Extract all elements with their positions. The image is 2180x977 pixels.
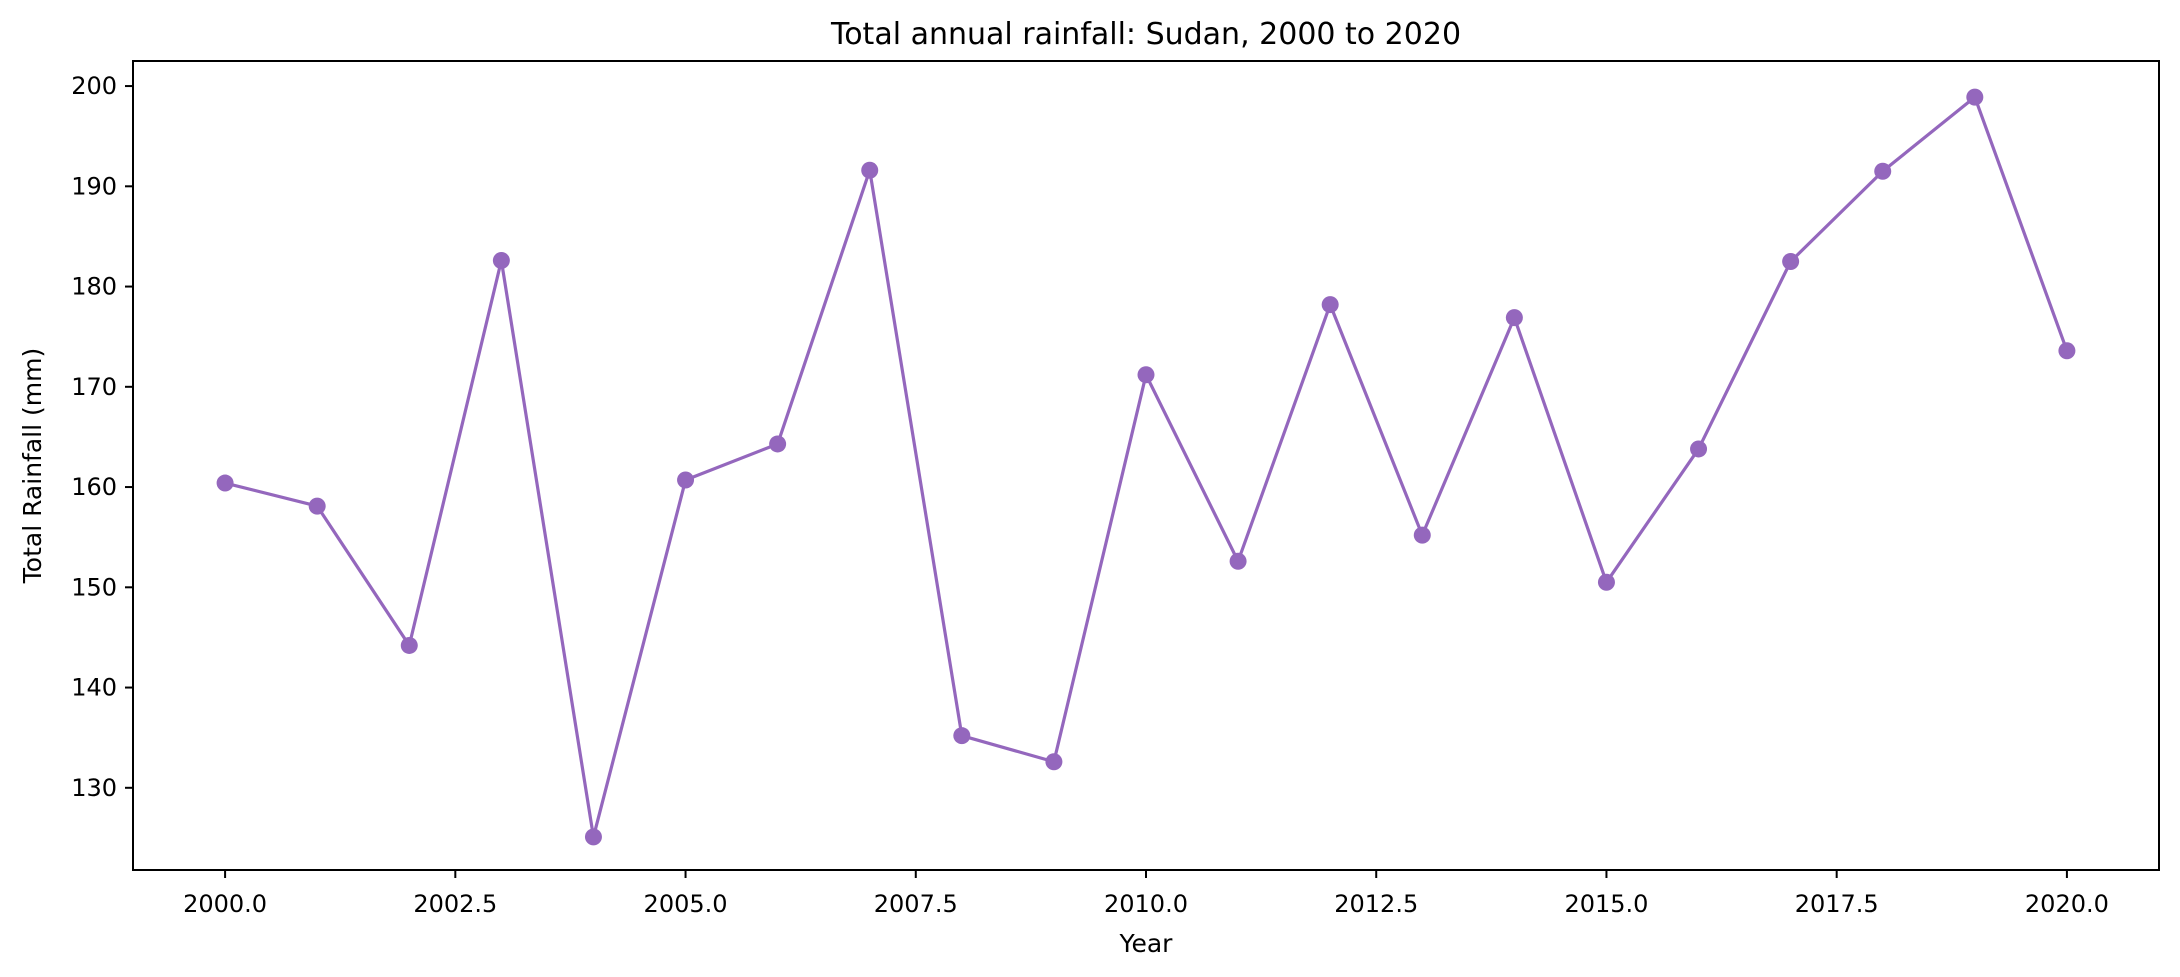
data-point <box>1321 296 1339 314</box>
plot-frame <box>132 60 2160 871</box>
data-point <box>677 471 695 489</box>
series-line <box>224 95 2069 839</box>
x-axis-title: Year <box>1119 929 1174 958</box>
y-tick-label: 160 <box>71 473 117 501</box>
data-point <box>308 497 326 515</box>
y-tick-label: 140 <box>71 674 117 702</box>
data-point <box>1505 309 1523 327</box>
y-tick-label: 190 <box>71 172 117 200</box>
data-point <box>1597 573 1615 591</box>
data-point <box>861 161 879 179</box>
data-point <box>584 828 602 846</box>
y-tick-label: 130 <box>71 774 117 802</box>
x-tick-label: 2002.5 <box>413 890 497 918</box>
data-point <box>216 474 234 492</box>
data-point <box>1137 366 1155 384</box>
data-point <box>769 435 787 453</box>
data-point <box>1690 440 1708 458</box>
data-point <box>2058 342 2076 360</box>
x-tick-label: 2007.5 <box>874 890 958 918</box>
x-tick-label: 2005.0 <box>644 890 728 918</box>
x-tick-label: 2020.0 <box>2025 890 2109 918</box>
y-tick-label: 150 <box>71 573 117 601</box>
y-tick-label: 180 <box>71 273 117 301</box>
x-tick-label: 2017.5 <box>1795 890 1879 918</box>
x-tick-label: 2012.5 <box>1334 890 1418 918</box>
data-point <box>1874 162 1892 180</box>
chart-title: Total annual rainfall: Sudan, 2000 to 20… <box>830 17 1461 52</box>
x-axis: 2000.0 2002.5 2005.0 2007.5 2010.0 2012.5 2015… <box>183 870 2109 918</box>
data-point <box>1045 753 1063 771</box>
data-point <box>1782 252 1800 270</box>
data-point <box>1413 526 1431 544</box>
y-axis-title: Total Rainfall (mm) <box>18 348 47 584</box>
x-tick-label: 2010.0 <box>1104 890 1188 918</box>
x-tick-label: 2015.0 <box>1564 890 1648 918</box>
data-point <box>1229 552 1247 570</box>
data-point <box>492 251 510 269</box>
x-tick-label: 2000.0 <box>183 890 267 918</box>
y-axis: 130 140 150 160 170 180 190 200 <box>71 72 133 802</box>
data-point <box>953 727 971 745</box>
y-tick-label: 200 <box>71 72 117 100</box>
data-point <box>400 636 418 654</box>
data-point <box>1966 88 1984 106</box>
y-tick-label: 170 <box>71 373 117 401</box>
series-layer <box>216 88 2076 846</box>
